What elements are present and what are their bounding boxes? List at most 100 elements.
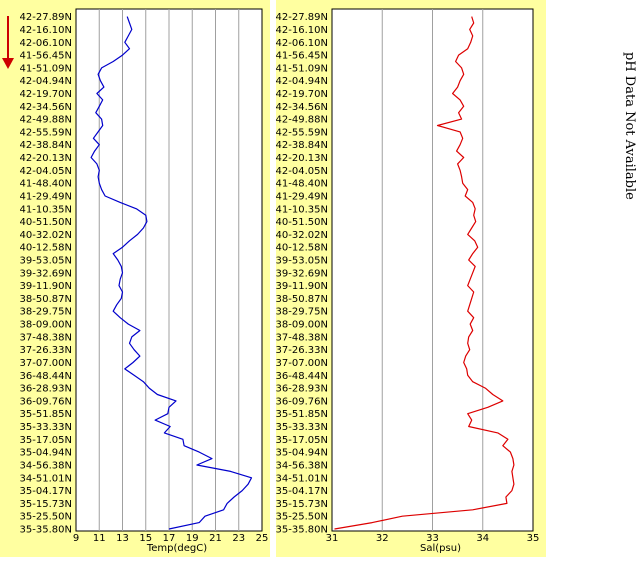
temp-y-tick-label: 38-09.00N <box>20 320 72 331</box>
sal-y-tick-label: 40-51.50N <box>276 217 328 228</box>
sal-y-tick-label: 37-26.33N <box>276 345 328 356</box>
sal-y-tick-label: 39-32.69N <box>276 268 328 279</box>
sal-y-tick-label: 41-56.45N <box>276 51 328 62</box>
temp-y-tick-label: 42-16.10N <box>20 25 72 36</box>
temp-y-tick-label: 35-04.17N <box>20 486 72 497</box>
temp-y-tick-label: 39-11.90N <box>20 281 72 292</box>
sal-y-tick-label: 35-35.80N <box>276 525 328 536</box>
sal-y-tick-label: 42-16.10N <box>276 25 328 36</box>
sal-y-tick-label: 42-19.70N <box>276 89 328 100</box>
sal-y-tick-label: 36-09.76N <box>276 396 328 407</box>
temp-y-tick-label: 35-17.05N <box>20 435 72 446</box>
sal-y-tick-label: 38-29.75N <box>276 307 328 318</box>
sal-y-tick-label: 42-20.13N <box>276 153 328 164</box>
temperature-chart: 9 11 13 15 17 19 21 23 25 42-27.89N 42-16.10N 42-06… <box>20 8 269 554</box>
temp-y-tick-label: 34-51.01N <box>20 473 72 484</box>
temp-y-tick-label: 42-19.70N <box>20 89 72 100</box>
sal-axis-title: Sal(psu) <box>420 543 461 554</box>
sal-y-tick-label: 40-32.02N <box>276 230 328 241</box>
temp-y-tick-label: 35-33.33N <box>20 422 72 433</box>
temp-y-tick-label: 42-38.84N <box>20 140 72 151</box>
sal-y-tick-label: 38-50.87N <box>276 294 328 305</box>
temp-y-tick-label: 42-06.10N <box>20 38 72 49</box>
temp-y-tick-label: 35-51.85N <box>20 409 72 420</box>
sal-x-tick-label: 31 <box>326 533 339 544</box>
sal-x-tick-label: 34 <box>476 533 489 544</box>
temp-y-tick-label: 38-50.87N <box>20 294 72 305</box>
temp-y-tick-label: 34-56.38N <box>20 460 72 471</box>
sal-y-tick-label: 42-27.89N <box>276 12 328 23</box>
sal-y-tick-label: 35-15.73N <box>276 499 328 510</box>
temp-x-tick-label: 21 <box>209 533 222 544</box>
sal-y-tick-label: 41-29.49N <box>276 191 328 202</box>
sal-y-tick-label: 35-17.05N <box>276 435 328 446</box>
temp-series-line <box>90 16 253 530</box>
sal-y-tick-label: 34-56.38N <box>276 460 328 471</box>
temp-y-tick-label: 37-26.33N <box>20 345 72 356</box>
temp-y-tick-label: 36-28.93N <box>20 384 72 395</box>
temp-y-tick-label: 41-56.45N <box>20 51 72 62</box>
temp-axis-title: Temp(degC) <box>146 543 207 554</box>
temp-y-tick-label: 42-55.59N <box>20 127 72 138</box>
sal-y-tick-label: 42-06.10N <box>276 38 328 49</box>
sal-y-tick-label: 42-04.94N <box>276 76 328 87</box>
temp-y-tick-label: 40-51.50N <box>20 217 72 228</box>
temp-y-tick-label: 42-04.94N <box>20 76 72 87</box>
sal-x-tick-label: 33 <box>426 533 439 544</box>
temp-y-tick-label: 37-48.38N <box>20 332 72 343</box>
sal-x-tick-label: 32 <box>376 533 389 544</box>
temp-y-tick-label: 40-32.02N <box>20 230 72 241</box>
sal-y-tick-label: 40-12.58N <box>276 243 328 254</box>
sal-y-tick-label: 37-07.00N <box>276 358 328 369</box>
sal-y-tick-label: 35-04.17N <box>276 486 328 497</box>
temp-y-tick-label: 42-34.56N <box>20 102 72 113</box>
temp-y-tick-label: 35-15.73N <box>20 499 72 510</box>
temp-y-tick-label: 35-25.50N <box>20 512 72 523</box>
sal-y-tick-label: 39-11.90N <box>276 281 328 292</box>
ph-note: pH Data Not Available <box>622 52 637 200</box>
sal-y-tick-label: 42-38.84N <box>276 140 328 151</box>
direction-arrow <box>2 16 14 69</box>
sal-y-tick-label: 38-09.00N <box>276 320 328 331</box>
temp-y-tick-label: 39-32.69N <box>20 268 72 279</box>
temp-y-tick-label: 41-48.40N <box>20 179 72 190</box>
sal-y-tick-label: 41-10.35N <box>276 204 328 215</box>
temp-y-tick-label: 41-10.35N <box>20 204 72 215</box>
temp-y-tick-label: 37-07.00N <box>20 358 72 369</box>
temp-y-tick-label: 38-29.75N <box>20 307 72 318</box>
temp-x-tick-label: 17 <box>163 533 176 544</box>
sal-y-tick-label: 42-34.56N <box>276 102 328 113</box>
temp-x-tick-label: 19 <box>186 533 199 544</box>
direction-arrow-head <box>2 58 14 69</box>
temp-y-tick-label: 36-48.44N <box>20 371 72 382</box>
sal-y-tick-label: 42-49.88N <box>276 115 328 126</box>
sal-y-tick-label: 35-25.50N <box>276 512 328 523</box>
temp-x-tick-label: 25 <box>256 533 269 544</box>
sal-y-tick-label: 37-48.38N <box>276 332 328 343</box>
temp-y-tick-label: 39-53.05N <box>20 256 72 267</box>
sal-y-tick-label: 36-48.44N <box>276 371 328 382</box>
temp-y-tick-label: 40-12.58N <box>20 243 72 254</box>
sal-y-tick-label: 35-51.85N <box>276 409 328 420</box>
sal-y-tick-label: 35-33.33N <box>276 422 328 433</box>
sal-y-tick-label: 41-48.40N <box>276 179 328 190</box>
temp-y-tick-label: 42-27.89N <box>20 12 72 23</box>
sal-y-tick-label: 42-04.05N <box>276 166 328 177</box>
temp-x-tick-label: 23 <box>232 533 245 544</box>
temp-y-tick-label: 36-09.76N <box>20 396 72 407</box>
temp-y-tick-label: 35-35.80N <box>20 525 72 536</box>
sal-y-tick-label: 42-55.59N <box>276 127 328 138</box>
temp-y-tick-label: 41-29.49N <box>20 191 72 202</box>
temp-x-tick-label: 13 <box>116 533 129 544</box>
temp-y-tick-label: 41-51.09N <box>20 63 72 74</box>
temp-y-tick-label: 42-20.13N <box>20 153 72 164</box>
sal-series-line <box>334 16 515 530</box>
sal-y-tick-label: 34-51.01N <box>276 473 328 484</box>
sal-y-tick-label: 39-53.05N <box>276 256 328 267</box>
sal-y-tick-label: 41-51.09N <box>276 63 328 74</box>
temp-y-tick-label: 35-04.94N <box>20 448 72 459</box>
sal-y-tick-label: 35-04.94N <box>276 448 328 459</box>
salinity-chart: 31 32 33 34 35 42-27.89N 42-16.10N 42-06.10N 41-… <box>276 8 539 554</box>
